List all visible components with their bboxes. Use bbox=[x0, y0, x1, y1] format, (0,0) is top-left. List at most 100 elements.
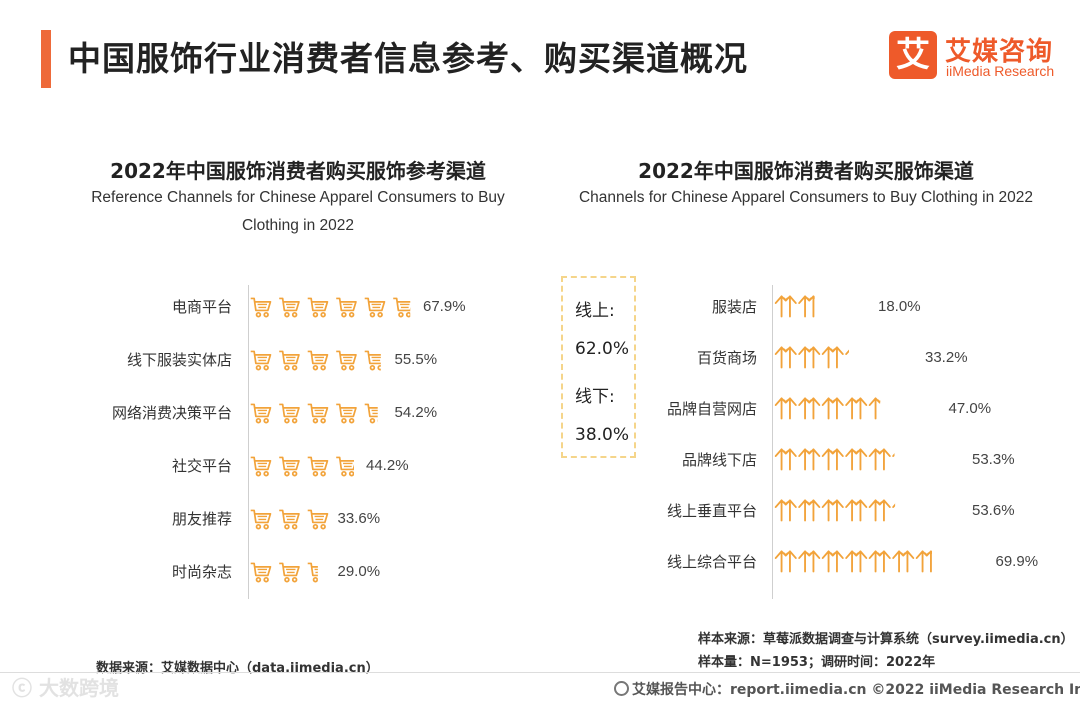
shopping-cart-icon bbox=[250, 403, 272, 424]
value-label: 47.0% bbox=[948, 400, 992, 417]
online-offline-share-box: 线上: 62.0% 线下: 38.0% bbox=[561, 276, 636, 458]
category-label: 网络消费决策平台 bbox=[111, 404, 232, 422]
shopping-cart-icon bbox=[250, 562, 272, 583]
pictogram-bar bbox=[250, 456, 354, 477]
watermark: ⓒ 大数跨境 bbox=[12, 676, 119, 700]
category-label: 百货商场 bbox=[696, 349, 757, 367]
clothes-hanger-icon bbox=[845, 349, 850, 355]
clothes-hanger-icon bbox=[821, 397, 844, 420]
offline-value: 38.0% bbox=[575, 425, 630, 445]
value-label: 18.0% bbox=[878, 298, 921, 315]
value-label: 33.2% bbox=[925, 349, 968, 366]
clothes-hanger-icon bbox=[845, 448, 868, 471]
left-chart-subtitle-line2: Clothing in 2022 bbox=[241, 217, 355, 234]
value-label: 55.5% bbox=[394, 351, 438, 368]
pictogram-bar bbox=[774, 448, 895, 471]
footer-text: 艾媒报告中心：report.iimedia.cn ©2022 iiMedia R… bbox=[632, 682, 1080, 698]
value-label: 54.2% bbox=[394, 404, 438, 421]
pictogram-bar bbox=[250, 297, 411, 318]
value-label: 53.6% bbox=[972, 502, 1015, 519]
pictogram-bar bbox=[250, 509, 329, 530]
logo-mark: 艾 bbox=[889, 31, 937, 79]
value-label: 69.9% bbox=[995, 553, 1039, 570]
right-chart-subtitle: Channels for Chinese Apparel Consumers t… bbox=[578, 189, 1034, 206]
value-label: 29.0% bbox=[337, 563, 381, 580]
shopping-cart-icon bbox=[307, 562, 318, 583]
globe-icon bbox=[614, 681, 629, 696]
category-label: 社交平台 bbox=[171, 457, 232, 475]
value-label: 44.2% bbox=[366, 457, 409, 474]
online-value: 62.0% bbox=[575, 339, 630, 359]
title-accent-bar bbox=[41, 30, 51, 88]
clothes-hanger-icon bbox=[798, 295, 815, 318]
shopping-cart-icon bbox=[279, 509, 300, 530]
value-label: 67.9% bbox=[423, 298, 466, 315]
shopping-cart-icon bbox=[307, 509, 329, 530]
logo-english-name: iiMedia Research bbox=[946, 63, 1055, 79]
footer-copyright: 艾媒报告中心：report.iimedia.cn ©2022 iiMedia R… bbox=[614, 679, 1080, 699]
clothes-hanger-icon bbox=[798, 550, 821, 573]
pictogram-bar bbox=[774, 346, 850, 369]
clothes-hanger-icon bbox=[892, 550, 915, 573]
pictogram-bar bbox=[250, 562, 318, 583]
category-label: 服装店 bbox=[711, 298, 757, 316]
clothes-hanger-icon bbox=[821, 550, 844, 573]
pictogram-bar bbox=[250, 403, 378, 424]
iimedia-logo: 艾 艾媒咨询 iiMedia Research bbox=[889, 31, 1061, 83]
clothes-hanger-icon bbox=[774, 550, 797, 573]
clothes-hanger-icon bbox=[798, 397, 821, 420]
shopping-cart-icon bbox=[364, 350, 381, 371]
shopping-cart-icon bbox=[364, 297, 386, 318]
pictogram-bar bbox=[774, 550, 932, 573]
shopping-cart-icon bbox=[336, 297, 357, 318]
pictogram-bar bbox=[250, 350, 381, 371]
clothes-hanger-icon bbox=[868, 499, 891, 522]
shopping-cart-icon bbox=[279, 350, 300, 371]
shopping-cart-icon bbox=[250, 297, 272, 318]
clothes-hanger-icon bbox=[821, 499, 844, 522]
shopping-cart-icon bbox=[250, 509, 272, 530]
shopping-cart-icon bbox=[279, 562, 300, 583]
clothes-hanger-icon bbox=[845, 397, 868, 420]
shopping-cart-icon bbox=[336, 350, 357, 371]
page-title: 中国服饰行业消费者信息参考、购买渠道概况 bbox=[68, 39, 748, 78]
shopping-cart-icon bbox=[250, 456, 272, 477]
shopping-cart-icon bbox=[307, 350, 329, 371]
left-chart-axis bbox=[248, 285, 249, 599]
clothes-hanger-icon bbox=[774, 448, 797, 471]
clothes-hanger-icon bbox=[868, 397, 881, 420]
shopping-cart-icon bbox=[279, 297, 300, 318]
category-label: 线上综合平台 bbox=[666, 553, 757, 571]
category-label: 时尚杂志 bbox=[171, 563, 232, 581]
offline-label: 线下: bbox=[575, 387, 615, 407]
shopping-cart-icon bbox=[336, 456, 354, 477]
shopping-cart-icon bbox=[364, 403, 378, 424]
clothes-hanger-icon bbox=[845, 499, 868, 522]
left-chart-subtitle-line1: Reference Channels for Chinese Apparel C… bbox=[91, 189, 505, 206]
clothes-hanger-icon bbox=[774, 295, 797, 318]
category-label: 品牌自营网店 bbox=[666, 400, 757, 418]
shopping-cart-icon bbox=[393, 297, 411, 318]
clothes-hanger-icon bbox=[868, 448, 891, 471]
category-label: 线下服装实体店 bbox=[126, 351, 232, 369]
right-chart-axis bbox=[772, 285, 773, 599]
category-label: 线上垂直平台 bbox=[666, 502, 757, 520]
left-chart-title: 2022年中国服饰消费者购买服饰参考渠道 bbox=[110, 159, 486, 183]
shopping-cart-icon bbox=[307, 456, 329, 477]
clothes-hanger-icon bbox=[798, 448, 821, 471]
footer-divider bbox=[0, 672, 1080, 673]
clothes-hanger-icon bbox=[798, 346, 821, 369]
online-label: 线上: bbox=[575, 301, 615, 321]
value-label: 33.6% bbox=[337, 510, 381, 527]
clothes-hanger-icon bbox=[798, 499, 821, 522]
logo-chinese-name: 艾媒咨询 bbox=[945, 37, 1054, 67]
category-label: 电商平台 bbox=[171, 298, 232, 316]
shopping-cart-icon bbox=[307, 297, 329, 318]
clothes-hanger-icon bbox=[892, 503, 896, 508]
clothes-hanger-icon bbox=[868, 550, 891, 573]
pictogram-bar bbox=[774, 295, 815, 318]
shopping-cart-icon bbox=[336, 403, 357, 424]
clothes-hanger-icon bbox=[821, 346, 844, 369]
clothes-hanger-icon bbox=[774, 397, 797, 420]
right-sample-source-note: 样本来源：草莓派数据调查与计算系统（survey.iimedia.cn） bbox=[698, 632, 1074, 647]
